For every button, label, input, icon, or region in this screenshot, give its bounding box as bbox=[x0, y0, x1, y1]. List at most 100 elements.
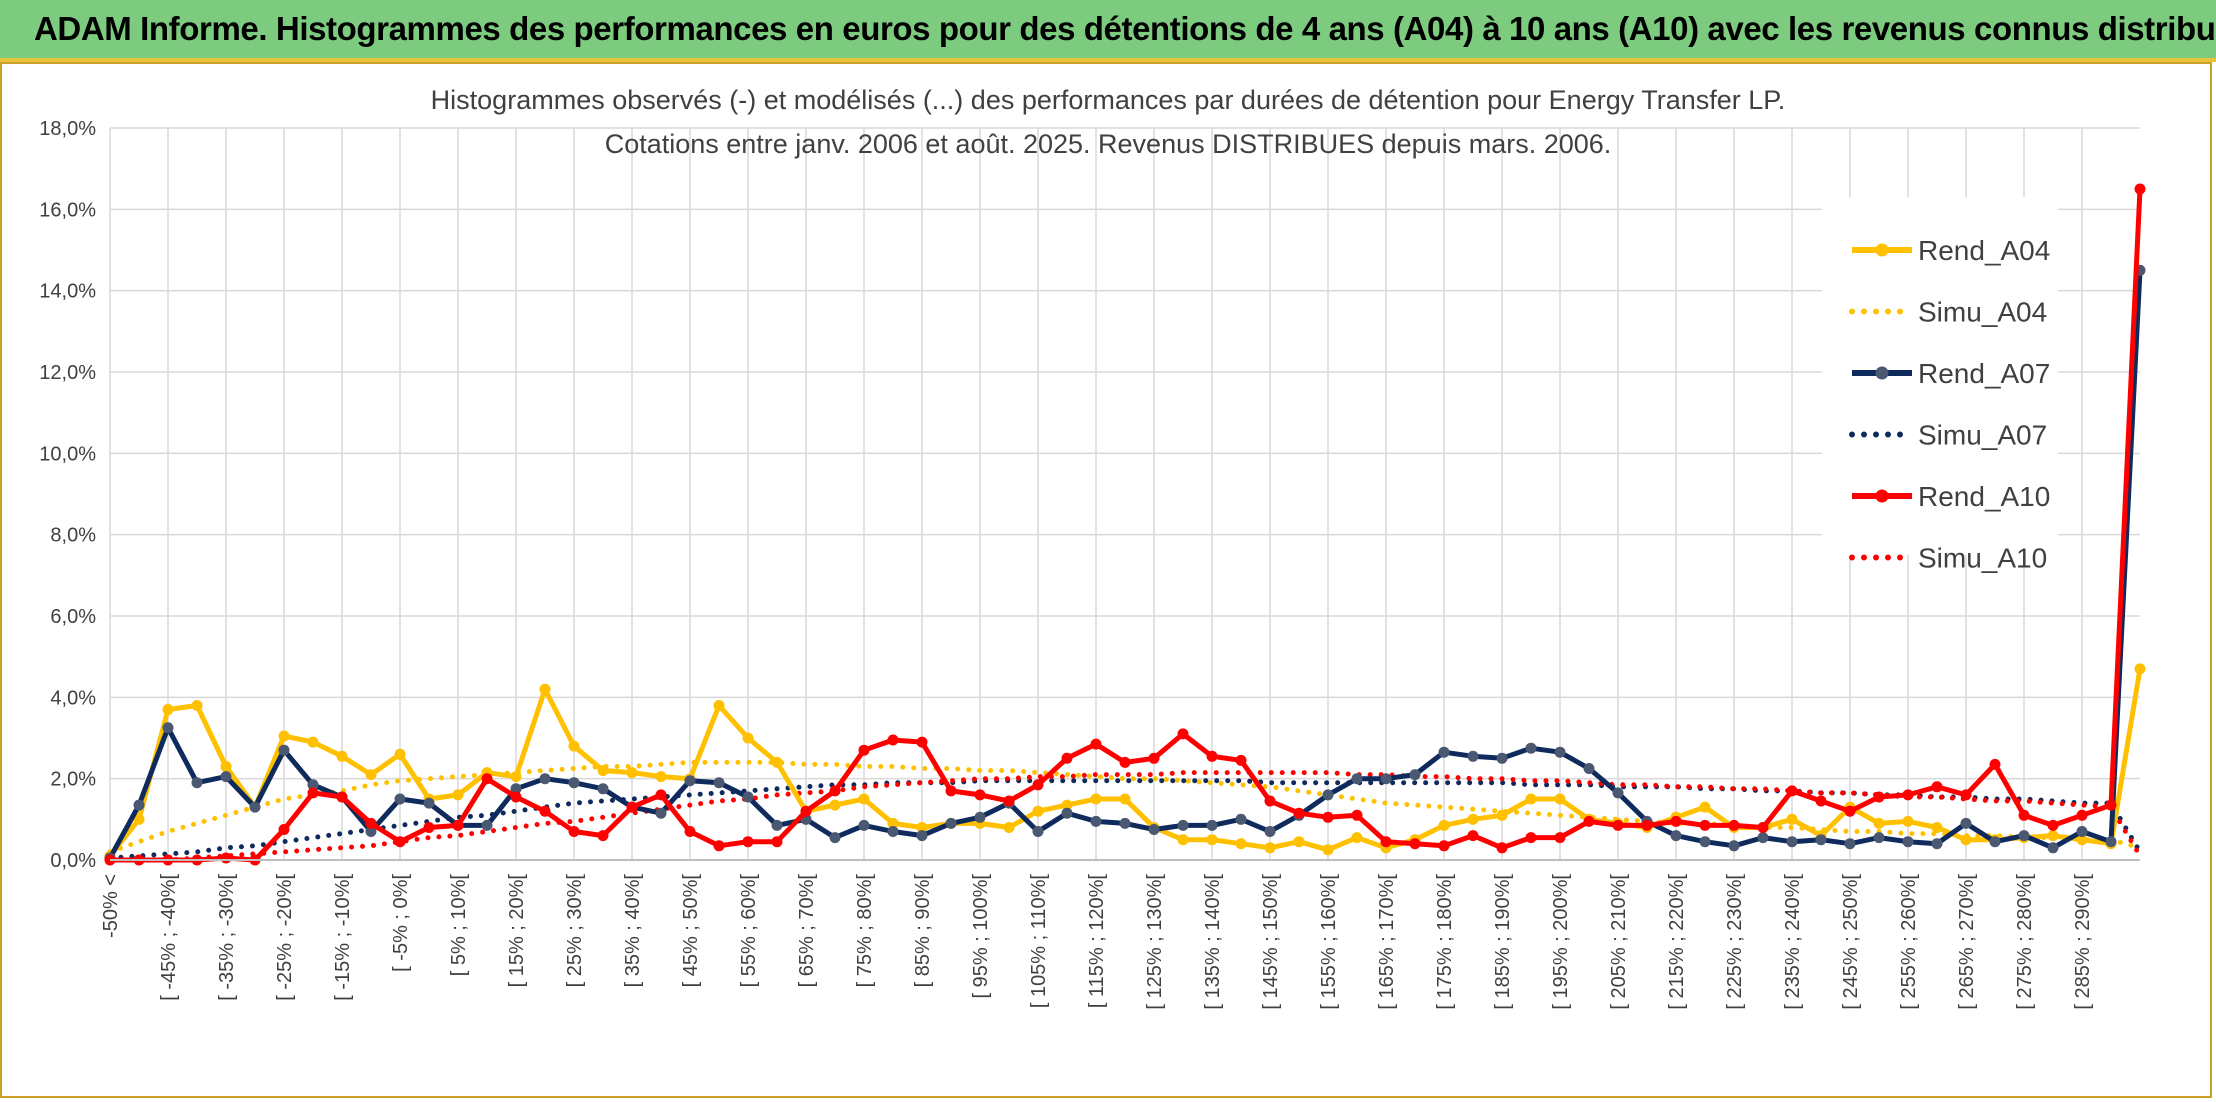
data-point bbox=[1844, 838, 1856, 850]
data-point bbox=[307, 779, 319, 791]
data-point bbox=[1641, 819, 1653, 831]
data-point bbox=[655, 771, 667, 783]
x-tick-label: [ 145% ; 150%[ bbox=[1260, 874, 1282, 1010]
data-point bbox=[365, 769, 377, 781]
data-point bbox=[626, 801, 638, 813]
data-point bbox=[2047, 842, 2059, 854]
data-point bbox=[1612, 819, 1624, 831]
data-point bbox=[1264, 795, 1276, 807]
data-point bbox=[539, 683, 551, 695]
data-point bbox=[481, 819, 493, 831]
data-point bbox=[1583, 815, 1595, 827]
data-point bbox=[2047, 819, 2059, 831]
data-point bbox=[1206, 834, 1218, 846]
data-point bbox=[1699, 836, 1711, 848]
data-point bbox=[2105, 836, 2117, 848]
data-point bbox=[1496, 809, 1508, 821]
series-line-simu_a10 bbox=[107, 770, 2143, 863]
data-point bbox=[162, 722, 174, 734]
data-point bbox=[887, 734, 899, 746]
legend-item-simu_a04: Simu_A04 bbox=[1849, 297, 2047, 328]
data-point bbox=[307, 736, 319, 748]
data-point bbox=[1728, 819, 1740, 831]
data-point bbox=[713, 777, 725, 789]
data-point bbox=[1699, 819, 1711, 831]
y-tick-label: 18,0% bbox=[39, 118, 96, 140]
data-point bbox=[1351, 773, 1363, 785]
data-point bbox=[1264, 826, 1276, 837]
data-point bbox=[1931, 838, 1943, 850]
data-point bbox=[1148, 824, 1160, 835]
data-point bbox=[1902, 789, 1914, 801]
legend-label: Rend_A07 bbox=[1918, 358, 2050, 389]
x-tick-label: [ 245% ; 250%[ bbox=[1840, 874, 1862, 1010]
data-point bbox=[2076, 809, 2088, 821]
x-tick-label: [ -35% ; -30%[ bbox=[216, 874, 238, 1001]
y-tick-label: 2,0% bbox=[50, 769, 96, 791]
data-point bbox=[597, 765, 609, 776]
data-point bbox=[1438, 746, 1450, 758]
x-tick-label: [ 75% ; 80%[ bbox=[854, 874, 876, 988]
y-tick-label: 6,0% bbox=[50, 606, 96, 628]
x-tick-label: [ 105% ; 110%[ bbox=[1028, 874, 1050, 1009]
axis-layer: 0,0% 2,0% 4,0% 6,0% 8,0% 10,0% 12,0% 14,0% 16,0%… bbox=[39, 118, 2140, 1010]
data-point bbox=[597, 830, 609, 842]
data-point bbox=[1235, 838, 1247, 850]
data-point bbox=[2018, 809, 2030, 821]
legend-label: Simu_A04 bbox=[1918, 297, 2047, 328]
data-point bbox=[1061, 799, 1073, 811]
x-tick-label: [ 115% ; 120%[ bbox=[1086, 874, 1108, 1009]
data-point bbox=[1003, 795, 1015, 807]
data-point bbox=[1728, 840, 1740, 852]
data-point bbox=[1786, 836, 1798, 848]
data-point bbox=[394, 748, 406, 760]
data-point bbox=[2134, 663, 2146, 675]
data-point bbox=[858, 819, 870, 831]
performance-histogram-chart: 0,0% 2,0% 4,0% 6,0% 8,0% 10,0% 12,0% 14,0% 16,0%… bbox=[39, 85, 2146, 1010]
data-point bbox=[1467, 750, 1479, 762]
data-point bbox=[1873, 832, 1885, 844]
data-point bbox=[1525, 742, 1537, 754]
data-point bbox=[713, 840, 725, 852]
x-tick-label: [ 95% ; 100%[ bbox=[970, 874, 992, 999]
data-point bbox=[1467, 830, 1479, 842]
x-tick-label: [ 185% ; 190%[ bbox=[1492, 874, 1514, 1010]
data-point bbox=[1844, 805, 1856, 817]
x-tick-label: [ 225% ; 230%[ bbox=[1724, 874, 1746, 1010]
data-point bbox=[1989, 758, 2001, 770]
report-banner: ADAM Informe. Histogrammes des performan… bbox=[0, 0, 2216, 62]
x-tick-label: [ 255% ; 260%[ bbox=[1898, 874, 1920, 1010]
data-point bbox=[568, 826, 580, 837]
data-point bbox=[916, 736, 928, 748]
data-point bbox=[887, 826, 899, 837]
data-point bbox=[1554, 746, 1566, 758]
data-point bbox=[742, 836, 754, 848]
data-point bbox=[1525, 793, 1537, 805]
data-point bbox=[568, 740, 580, 752]
legend: Rend_A04 Simu_A04 Rend_A07 Simu_A07 Rend_A10… bbox=[1822, 197, 2058, 574]
data-point bbox=[1032, 826, 1044, 837]
data-point bbox=[1786, 813, 1798, 825]
data-point bbox=[1206, 750, 1218, 762]
y-tick-label: 16,0% bbox=[39, 199, 96, 221]
data-point bbox=[162, 704, 174, 715]
x-tick-label: -50% < bbox=[100, 874, 122, 938]
x-tick-label: [ 235% ; 240%[ bbox=[1782, 874, 1804, 1010]
data-point bbox=[2076, 834, 2088, 846]
y-tick-label: 4,0% bbox=[50, 687, 96, 709]
data-point bbox=[191, 777, 203, 789]
data-point bbox=[1699, 801, 1711, 813]
x-tick-label: [ -45% ; -40%[ bbox=[158, 874, 180, 1001]
data-point bbox=[249, 801, 261, 813]
legend-item-rend_a04: Rend_A04 bbox=[1852, 235, 2050, 266]
data-point bbox=[1554, 793, 1566, 805]
data-point bbox=[1815, 834, 1827, 846]
data-point bbox=[916, 830, 928, 842]
data-point bbox=[858, 744, 870, 756]
data-point bbox=[1061, 752, 1073, 764]
x-tick-label: [ 165% ; 170%[ bbox=[1376, 874, 1398, 1010]
chart-title-line-2: Cotations entre janv. 2006 et août. 2025… bbox=[605, 129, 1612, 159]
x-tick-label: [ 215% ; 220%[ bbox=[1666, 874, 1688, 1010]
data-point bbox=[1815, 795, 1827, 807]
data-point bbox=[1438, 840, 1450, 852]
